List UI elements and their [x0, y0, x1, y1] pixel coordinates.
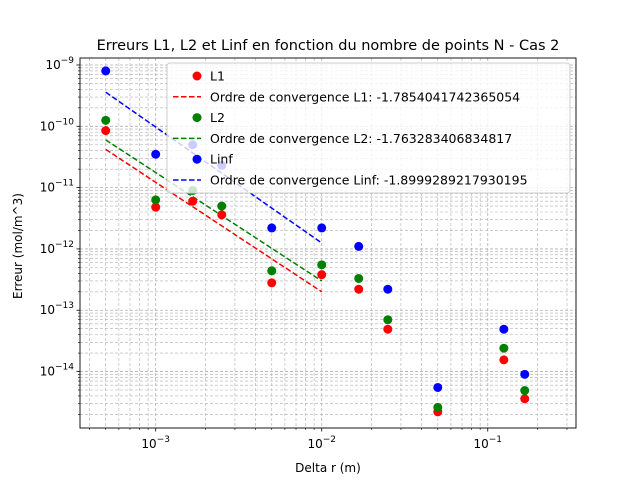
- legend: L1 Ordre de convergence L1: -1.7854041742…: [166, 62, 571, 194]
- data-points-layer: [101, 66, 530, 417]
- data-point-l1: [383, 324, 393, 334]
- x-tick-label: 10−1: [473, 435, 502, 451]
- y-tick-label: 10−9: [45, 56, 74, 72]
- data-point-l1: [520, 394, 530, 404]
- data-point-linf: [433, 382, 443, 392]
- data-point-l1: [188, 196, 198, 206]
- data-point-l1: [317, 270, 327, 280]
- data-point-l2: [520, 386, 530, 396]
- legend-entry-label: L1: [210, 69, 225, 84]
- y-tick-label: 10−12: [40, 240, 74, 256]
- data-point-l1: [101, 126, 111, 136]
- data-point-l2: [317, 260, 327, 270]
- legend-marker: [192, 113, 202, 123]
- data-point-l2: [383, 315, 393, 325]
- x-tick-label: 10−2: [307, 435, 336, 451]
- legend-entry-label: Ordre de convergence Linf: -1.8999289217…: [210, 173, 528, 188]
- fit-line: [105, 148, 323, 293]
- data-point-linf: [354, 241, 364, 251]
- y-tick-label: 10−14: [40, 363, 75, 379]
- data-point-l1: [354, 284, 364, 294]
- data-point-linf: [101, 66, 111, 76]
- data-point-linf: [499, 324, 509, 334]
- data-point-linf: [520, 369, 530, 379]
- chart-title: Erreurs L1, L2 et Linf en fonction du no…: [97, 38, 560, 54]
- data-point-l2: [354, 273, 364, 283]
- plot-frame: [79, 57, 577, 429]
- grid-layer: [80, 58, 576, 428]
- y-tick-label: 10−10: [40, 117, 75, 133]
- y-tick-label: 10−13: [40, 301, 74, 317]
- legend-marker: [192, 71, 202, 81]
- data-point-linf: [267, 223, 277, 233]
- legend-entry-label: Linf: [210, 152, 233, 167]
- data-point-l2: [433, 402, 443, 412]
- legend-entry-label: L2: [210, 110, 225, 125]
- x-axis-label: Delta r (m): [295, 461, 361, 475]
- data-point-l2: [151, 195, 161, 205]
- fit-line: [105, 139, 323, 282]
- y-tick-label: 10−11: [40, 179, 74, 195]
- ticks-layer: 10−3 10−2 10−1 10−14 10−13 10−12 10−11 10−10 10−…: [40, 56, 568, 451]
- legend-marker: [192, 154, 202, 164]
- data-point-l2: [217, 201, 227, 211]
- data-point-linf: [151, 149, 161, 159]
- data-point-l1: [499, 355, 509, 365]
- legend-box: [166, 62, 571, 194]
- x-tick-label: 10−3: [141, 435, 170, 451]
- data-point-l1: [217, 210, 227, 220]
- data-point-l2: [101, 115, 111, 125]
- data-point-linf: [317, 223, 327, 233]
- data-point-l1: [267, 278, 277, 288]
- data-point-l2: [267, 266, 277, 276]
- y-axis-label: Erreur (mol/m^3): [11, 193, 25, 299]
- data-point-l2: [499, 343, 509, 353]
- data-point-l1: [151, 202, 161, 212]
- legend-entry-label: Ordre de convergence L2: -1.763283406834…: [210, 131, 512, 146]
- data-point-linf: [383, 284, 393, 294]
- legend-entry-label: Ordre de convergence L1: -1.785404174236…: [210, 89, 520, 104]
